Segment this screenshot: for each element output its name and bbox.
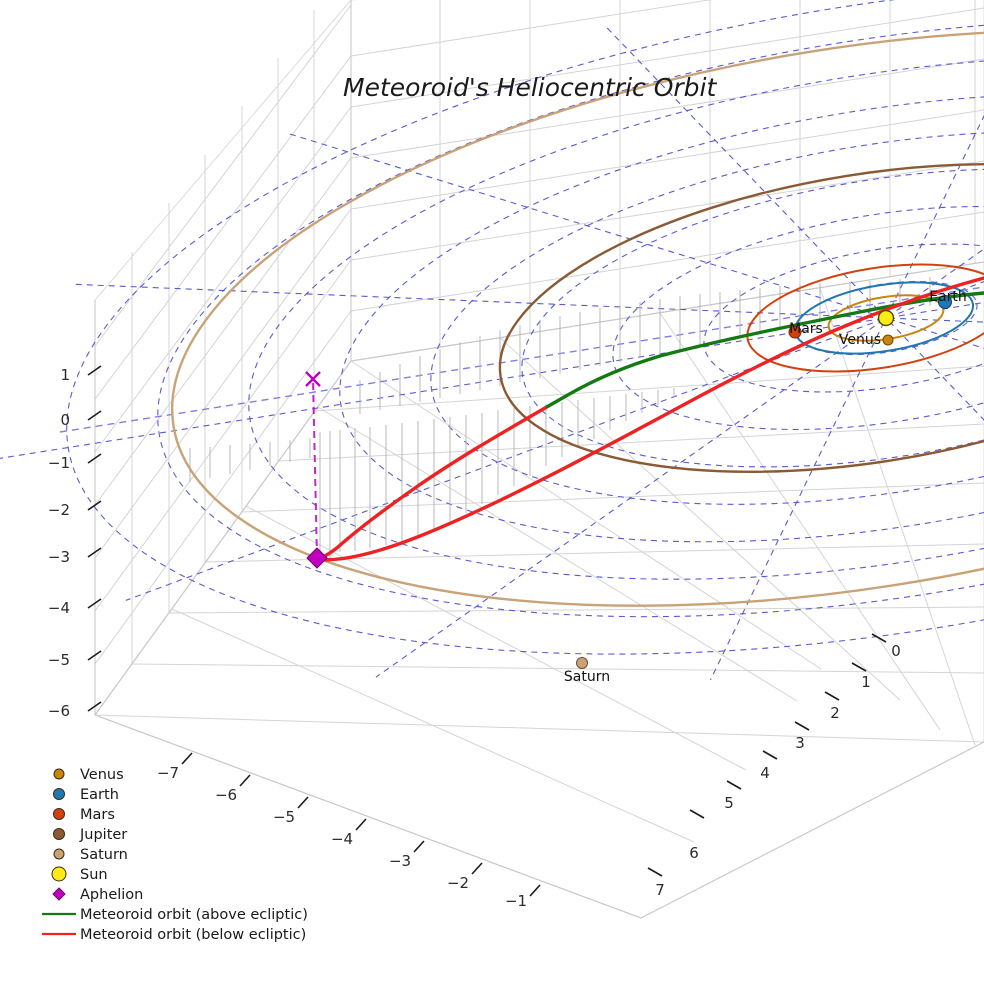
sun-marker[interactable] bbox=[877, 309, 895, 327]
legend-label-saturn: Saturn bbox=[80, 847, 128, 863]
z-tick-label-5: −4 bbox=[48, 599, 70, 617]
z-tick-label-2: −1 bbox=[48, 454, 70, 472]
z-axis-tick-labels: 1 0 −1 −2 −3 −4 −5 −6 bbox=[48, 366, 70, 720]
saturn-marker[interactable] bbox=[576, 657, 588, 669]
z-tick-label-4: −3 bbox=[48, 548, 70, 566]
legend-marker-jupiter bbox=[53, 828, 65, 840]
y-tick-label-0: 0 bbox=[891, 642, 901, 660]
legend-marker-venus bbox=[53, 768, 65, 780]
z-tick-label-3: −2 bbox=[48, 501, 70, 519]
y-tick-label-3: 3 bbox=[795, 734, 805, 752]
jupiter-orbit-path bbox=[498, 163, 984, 473]
legend-label-meteoroid-orbit-below-ecliptic: Meteoroid orbit (below ecliptic) bbox=[80, 927, 306, 943]
box-gridlines bbox=[94, 0, 984, 919]
z-tick-label-1: 0 bbox=[60, 411, 70, 429]
mars-marker[interactable] bbox=[788, 325, 802, 339]
saturn-orbit-path bbox=[170, 29, 984, 607]
page-title: Meteoroid's Heliocentric Orbit bbox=[343, 73, 717, 102]
x-tick-label-6: −1 bbox=[505, 892, 527, 910]
x-tick-label-3: −4 bbox=[331, 830, 353, 848]
x-tick-label-1: −6 bbox=[215, 786, 237, 804]
x-tick-label-0: −7 bbox=[157, 764, 179, 782]
y-tick-label-1: 1 bbox=[861, 673, 871, 691]
celestial-body-labels: Mars Venus Earth Saturn bbox=[564, 289, 967, 685]
legend-label-sun: Sun bbox=[80, 867, 108, 883]
z-tick-label-0: 1 bbox=[60, 366, 70, 384]
celestial-body-markers bbox=[306, 295, 952, 669]
venus-label: Venus bbox=[839, 332, 881, 348]
earth-label: Earth bbox=[929, 289, 967, 305]
meteoroid-orbit-below-ecliptic-inbound bbox=[315, 406, 547, 561]
mars-label: Mars bbox=[789, 321, 823, 337]
y-tick-label-2: 2 bbox=[830, 704, 840, 722]
legend-marker-sun bbox=[51, 866, 67, 882]
venus-marker[interactable] bbox=[882, 334, 894, 346]
y-axis-tick-labels: 0 1 2 3 4 5 6 7 bbox=[655, 642, 901, 899]
meteoroid-orbit-above-ecliptic bbox=[543, 291, 984, 410]
axis-tickmarks bbox=[87, 365, 887, 897]
legend-marker-aphelion bbox=[52, 887, 66, 901]
y-tick-label-4: 4 bbox=[760, 764, 770, 782]
y-tick-label-7: 7 bbox=[655, 881, 665, 899]
mars-orbit-path bbox=[746, 263, 984, 373]
legend-marker-earth bbox=[53, 788, 65, 800]
aphelion-marker[interactable] bbox=[306, 547, 328, 569]
earth-marker[interactable] bbox=[938, 295, 952, 309]
x-tick-label-4: −3 bbox=[389, 852, 411, 870]
legend-marker-mars bbox=[53, 808, 65, 820]
aphelion-drop-line bbox=[305, 371, 321, 559]
legend-label-jupiter: Jupiter bbox=[79, 827, 127, 843]
legend-label-meteoroid-orbit-above-ecliptic: Meteoroid orbit (above ecliptic) bbox=[80, 907, 308, 923]
y-tick-label-6: 6 bbox=[689, 844, 699, 862]
z-tick-label-7: −6 bbox=[48, 702, 70, 720]
legend-label-venus: Venus bbox=[80, 767, 124, 783]
x-tick-label-5: −2 bbox=[447, 874, 469, 892]
legend-label-earth: Earth bbox=[80, 787, 119, 803]
z-tick-label-6: −5 bbox=[48, 651, 70, 669]
saturn-label: Saturn bbox=[564, 669, 610, 685]
planet-orbits bbox=[170, 29, 984, 607]
plot-legend: Venus Earth Mars Jupiter Saturn Sun Aphelion Me… bbox=[42, 767, 308, 943]
legend-label-mars: Mars bbox=[80, 807, 115, 823]
axes-panes bbox=[94, 0, 984, 919]
legend-label-aphelion: Aphelion bbox=[80, 887, 143, 903]
meteoroid-orbit-below-ecliptic-outbound bbox=[315, 276, 984, 562]
x-tick-label-2: −5 bbox=[273, 808, 295, 826]
polar-grid bbox=[0, 0, 984, 681]
legend-marker-saturn bbox=[53, 848, 65, 860]
y-tick-label-5: 5 bbox=[724, 794, 734, 812]
x-axis-tick-labels: −7 −6 −5 −4 −3 −2 −1 bbox=[157, 764, 527, 910]
